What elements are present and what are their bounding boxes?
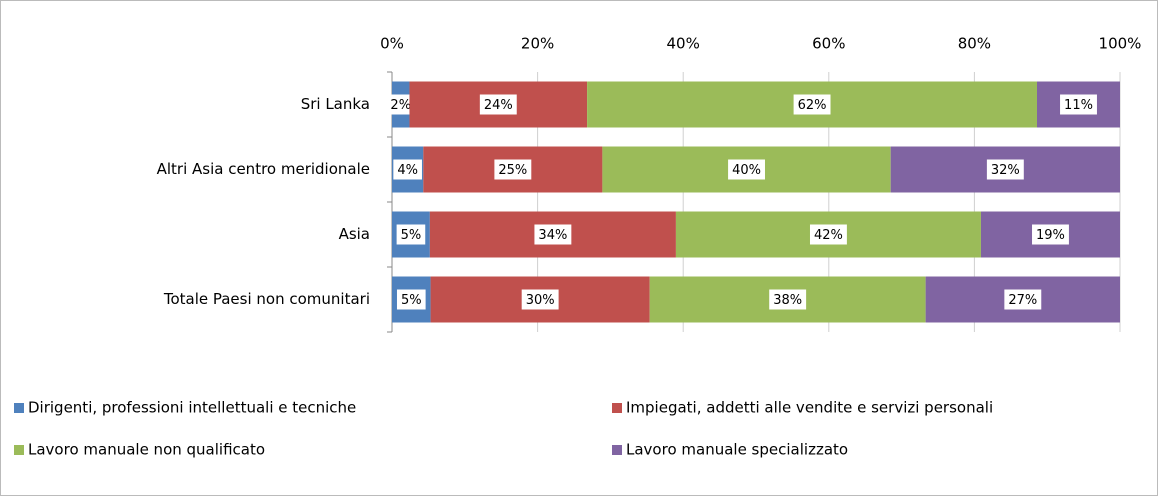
- value-label-box: [809, 224, 847, 245]
- value-label: 25%: [498, 163, 527, 178]
- value-label-box: [521, 289, 559, 310]
- value-label-box: [986, 159, 1024, 180]
- value-label: 11%: [1064, 98, 1093, 113]
- value-label-box: [1004, 289, 1042, 310]
- value-label: 5%: [401, 228, 422, 243]
- value-label: 19%: [1036, 228, 1065, 243]
- legend-swatch: [14, 445, 24, 455]
- value-label: 38%: [773, 293, 802, 308]
- value-label-box: [769, 289, 807, 310]
- y-tick-label: Altri Asia centro meridionale: [157, 160, 370, 178]
- value-label: 4%: [397, 163, 418, 178]
- x-tick-label: 40%: [667, 35, 700, 53]
- legend-label: Lavoro manuale specializzato: [626, 441, 848, 459]
- value-label-box: [396, 224, 426, 245]
- legend-swatch: [14, 403, 24, 413]
- value-label: 2%: [390, 98, 411, 113]
- value-label-box: [479, 94, 517, 115]
- legend-label: Lavoro manuale non qualificato: [28, 441, 265, 459]
- legend-swatch: [612, 403, 622, 413]
- x-tick-label: 60%: [812, 35, 845, 53]
- x-tick-label: 20%: [521, 35, 554, 53]
- x-tick-label: 80%: [958, 35, 991, 53]
- value-label: 34%: [538, 228, 567, 243]
- y-tick-label: Sri Lanka: [301, 95, 370, 113]
- value-label-box: [793, 94, 831, 115]
- value-label: 32%: [991, 163, 1020, 178]
- legend-label: Dirigenti, professioni intellettuali e t…: [28, 399, 356, 417]
- value-label-box: [396, 289, 426, 310]
- value-label-box: [1060, 94, 1097, 115]
- x-tick-label: 100%: [1099, 35, 1142, 53]
- value-label: 40%: [732, 163, 761, 178]
- value-label: 5%: [401, 293, 422, 308]
- value-label: 30%: [526, 293, 555, 308]
- y-tick-label: Totale Paesi non comunitari: [163, 290, 370, 308]
- legend-label: Impiegati, addetti alle vendite e serviz…: [626, 399, 993, 417]
- value-label: 62%: [798, 98, 827, 113]
- value-label: 24%: [484, 98, 513, 113]
- x-tick-label: 0%: [380, 35, 404, 53]
- y-tick-label: Asia: [339, 225, 370, 243]
- value-label-box: [386, 94, 416, 115]
- legend-swatch: [612, 445, 622, 455]
- value-label-box: [728, 159, 765, 180]
- value-label-box: [534, 224, 572, 245]
- value-label: 27%: [1008, 293, 1037, 308]
- value-label-box: [494, 159, 532, 180]
- value-label: 42%: [814, 228, 843, 243]
- value-label-box: [393, 159, 422, 180]
- value-label-box: [1032, 224, 1069, 245]
